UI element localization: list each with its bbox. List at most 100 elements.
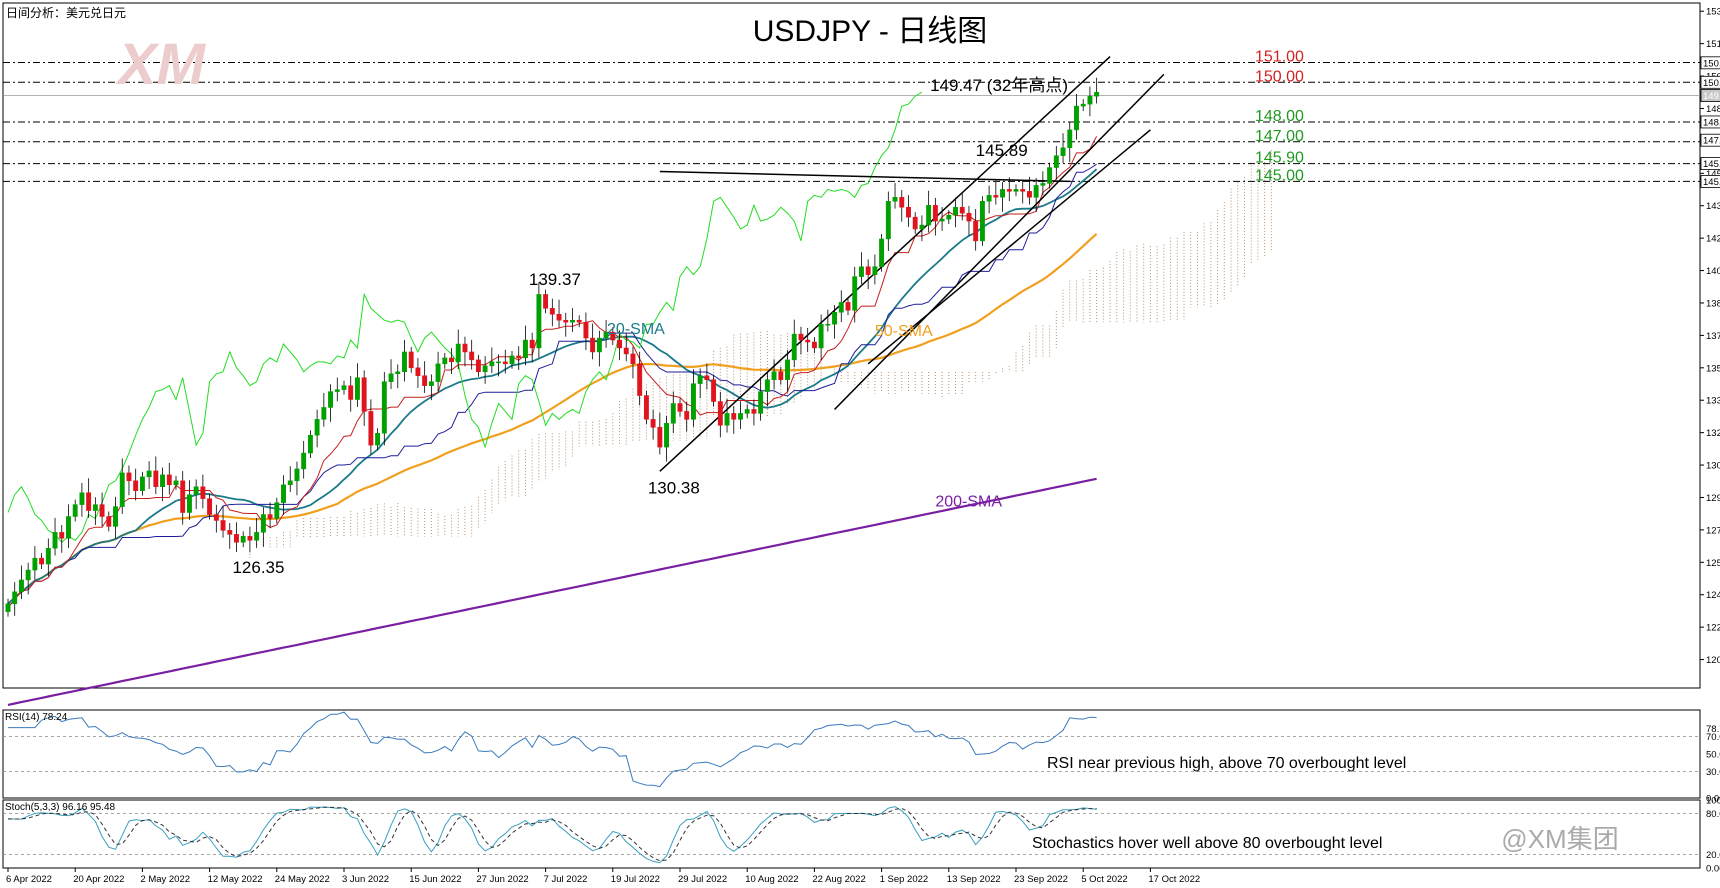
candle-body xyxy=(79,492,85,505)
y-tick-label: 145.410 xyxy=(1706,169,1720,180)
candle-body xyxy=(1033,185,1039,198)
candle-body xyxy=(576,319,582,323)
candle-body xyxy=(979,201,985,242)
candle-body xyxy=(1060,147,1066,156)
y-tick-label: 135.600 xyxy=(1706,363,1720,374)
osc-y-tick: 100.00 xyxy=(1706,796,1720,807)
candle-body xyxy=(637,363,643,396)
candle-body xyxy=(475,359,481,373)
candle-body xyxy=(677,403,683,412)
candle-body xyxy=(717,401,723,426)
candle-body xyxy=(1094,91,1100,97)
candle-body xyxy=(247,536,253,541)
candle-body xyxy=(852,276,858,311)
candle-body xyxy=(1020,189,1026,192)
candle-body xyxy=(469,351,475,361)
x-tick-label: 24 May 2022 xyxy=(275,874,330,885)
x-axis: 6 Apr 2022 20 Apr 2022 2 May 2022 12 May 20… xyxy=(6,868,1200,885)
candle-body xyxy=(906,206,911,218)
candle-body xyxy=(1040,183,1046,186)
y-tick-label: 133.965 xyxy=(1706,396,1720,407)
candle-body xyxy=(596,337,602,353)
candle-body xyxy=(59,532,65,539)
x-tick-label: 23 Sep 2022 xyxy=(1014,874,1068,885)
candle-body xyxy=(126,472,132,482)
candle-body xyxy=(731,413,737,420)
candle-body xyxy=(684,411,690,420)
candle-body xyxy=(328,391,334,408)
y-tick-label: 125.790 xyxy=(1706,558,1720,569)
candle-body xyxy=(455,343,461,363)
series-label: 20-SMA xyxy=(607,321,665,338)
candle-body xyxy=(314,419,320,436)
price-annotation: 149.47 (32年高点) xyxy=(930,76,1068,95)
stoch-panel-frame xyxy=(2,799,1701,869)
x-tick-label: 20 Apr 2022 xyxy=(73,874,124,885)
candle-body xyxy=(785,359,790,380)
y-tick-label: 140.505 xyxy=(1706,266,1720,277)
x-tick-label: 1 Sep 2022 xyxy=(880,874,929,885)
candle-body xyxy=(442,357,448,365)
candle-body xyxy=(72,504,78,517)
candle-body xyxy=(32,557,38,571)
candle-body xyxy=(778,371,784,380)
candle-body xyxy=(711,379,717,402)
chikou-line xyxy=(7,91,923,544)
candle-body xyxy=(227,530,233,535)
candle-body xyxy=(912,216,918,230)
candle-body xyxy=(549,308,555,315)
candle-body xyxy=(435,363,441,382)
candle-body xyxy=(1013,189,1019,192)
candle-body xyxy=(516,355,522,359)
x-tick-label: 10 Aug 2022 xyxy=(745,874,798,885)
candle-body xyxy=(18,579,24,593)
chart-title: USDJPY - 日线图 xyxy=(753,15,987,48)
trend-line-0 xyxy=(659,55,1111,472)
rsi-panel: 78.7370.0050.0030.000.00RSI(14) 78.2478.… xyxy=(2,709,1720,805)
candle-body xyxy=(650,419,656,428)
right-axis-box xyxy=(1700,133,1720,147)
candle-body xyxy=(973,220,979,242)
x-tick-label: 5 Oct 2022 xyxy=(1081,874,1127,885)
candle-body xyxy=(690,383,696,420)
candle-body xyxy=(113,506,118,527)
candle-body xyxy=(865,266,871,275)
candle-body xyxy=(388,373,394,382)
candle-body xyxy=(986,195,992,202)
candle-body xyxy=(805,339,811,343)
osc-y-tick: 30.00 xyxy=(1706,767,1720,778)
candle-body xyxy=(287,480,293,486)
candle-body xyxy=(959,206,965,214)
candle-body xyxy=(119,472,125,507)
candle-body xyxy=(92,504,98,511)
y-tick-label: 137.235 xyxy=(1706,331,1720,342)
candle-body xyxy=(818,323,824,349)
y-tick-label: 138.870 xyxy=(1706,298,1720,309)
candle-body xyxy=(213,514,219,521)
candle-body xyxy=(307,434,313,454)
stoch-d-line xyxy=(7,806,1097,862)
level-label: 148.00 xyxy=(1255,108,1304,125)
candle-body xyxy=(234,534,239,543)
candle-body xyxy=(1087,95,1093,105)
candle-body xyxy=(354,377,360,400)
header-overlay: 日间分析：美元兑日元 XM USDJPY - 日线图 @XM集团 xyxy=(6,6,1619,854)
right-axis-box-label: 150.000 xyxy=(1703,78,1720,89)
candle-body xyxy=(811,341,817,349)
candle-body xyxy=(670,403,676,424)
candle-body xyxy=(361,377,367,412)
candle-body xyxy=(260,514,266,533)
x-tick-label: 6 Apr 2022 xyxy=(6,874,52,885)
candle-body xyxy=(496,361,502,364)
y-tick-label: 153.585 xyxy=(1706,7,1720,18)
x-tick-label: 15 Jun 2022 xyxy=(409,874,461,885)
candle-body xyxy=(704,375,710,380)
candle-body xyxy=(838,302,844,313)
candle-body xyxy=(334,389,340,392)
candle-body xyxy=(301,452,307,470)
candle-body xyxy=(1074,105,1079,131)
candle-body xyxy=(939,218,945,222)
candle-body xyxy=(993,195,999,198)
candle-body xyxy=(193,486,199,495)
